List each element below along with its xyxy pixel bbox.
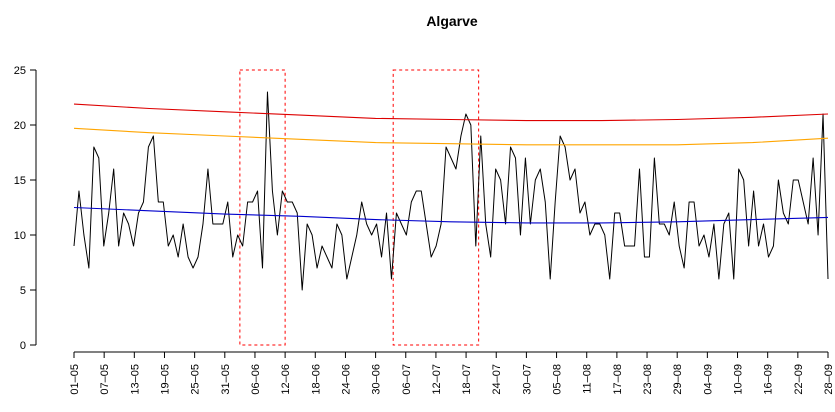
x-tick-label: 07–05 bbox=[99, 364, 111, 395]
y-axis: 0 5 10 15 20 25 bbox=[14, 65, 37, 352]
y-tick-label: 25 bbox=[14, 65, 26, 77]
x-tick-label: 30–06 bbox=[371, 364, 383, 395]
x-tick-label: 30–07 bbox=[521, 364, 533, 395]
x-tick-label: 06–07 bbox=[401, 364, 413, 395]
y-tick-label: 15 bbox=[14, 175, 26, 187]
x-tick-label: 18–06 bbox=[310, 364, 322, 395]
x-tick-label: 04–09 bbox=[702, 364, 714, 395]
x-tick-label: 25–05 bbox=[190, 364, 202, 395]
x-tick-label: 31–05 bbox=[220, 364, 232, 395]
x-tick-label: 10–09 bbox=[733, 364, 745, 395]
series-line-2 bbox=[73, 103, 829, 122]
x-tick-label: 24–07 bbox=[491, 364, 503, 395]
x-tick-label: 19–05 bbox=[159, 364, 171, 395]
highlight-boxes bbox=[239, 69, 480, 346]
highlight-box-1 bbox=[239, 69, 286, 346]
x-axis: 01–05 07–05 13–05 19–05 25–05 31–05 06–06 12–06… bbox=[69, 351, 835, 395]
highlight-box-2 bbox=[392, 69, 480, 346]
x-tick-label: 23–08 bbox=[642, 364, 654, 395]
y-tick-label: 20 bbox=[14, 120, 26, 132]
x-tick-label: 05–08 bbox=[552, 364, 564, 395]
x-tick-label: 22–09 bbox=[793, 364, 805, 395]
x-tick-label: 12–06 bbox=[280, 364, 292, 395]
y-tick-label: 0 bbox=[20, 340, 26, 352]
chart-title: Algarve bbox=[426, 13, 478, 29]
x-tick-label: 29–08 bbox=[672, 364, 684, 395]
x-tick-label: 18–07 bbox=[461, 364, 473, 395]
x-tick-label: 12–07 bbox=[431, 364, 443, 395]
series-line-3 bbox=[73, 127, 829, 146]
series-line-4 bbox=[73, 206, 829, 224]
series-lines bbox=[73, 91, 829, 291]
series-line-1 bbox=[73, 91, 829, 291]
x-tick-label: 24–06 bbox=[340, 364, 352, 395]
x-tick-label: 11–08 bbox=[582, 364, 594, 394]
x-tick-label: 13–05 bbox=[129, 364, 141, 395]
x-tick-label: 17–08 bbox=[612, 364, 624, 395]
x-tick-label: 16–09 bbox=[763, 364, 775, 395]
x-tick-label: 28–09 bbox=[823, 364, 835, 395]
y-tick-label: 10 bbox=[14, 230, 26, 242]
x-tick-label: 06–06 bbox=[250, 364, 262, 395]
y-tick-label: 5 bbox=[20, 285, 26, 297]
x-tick-label: 01–05 bbox=[69, 364, 81, 395]
